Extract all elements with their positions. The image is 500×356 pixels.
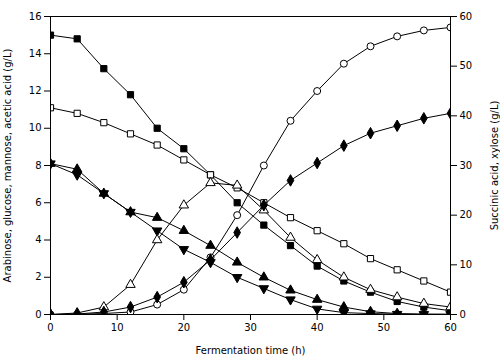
svg-text:8: 8 xyxy=(35,160,41,171)
svg-text:60: 60 xyxy=(460,11,473,22)
svg-text:Arabinose, glucose, mannose, a: Arabinose, glucose, mannose, acetic acid… xyxy=(2,49,13,283)
svg-text:12: 12 xyxy=(29,85,42,96)
svg-text:30: 30 xyxy=(460,160,473,171)
svg-text:Succinic acid, xylose (g/L): Succinic acid, xylose (g/L) xyxy=(489,101,500,231)
svg-text:60: 60 xyxy=(444,322,457,333)
svg-text:10: 10 xyxy=(460,259,473,270)
svg-text:10: 10 xyxy=(29,122,42,133)
svg-text:0: 0 xyxy=(35,309,41,320)
svg-text:0: 0 xyxy=(460,309,466,320)
svg-text:40: 40 xyxy=(311,322,324,333)
svg-text:0: 0 xyxy=(47,322,53,333)
svg-text:40: 40 xyxy=(460,110,473,121)
svg-text:30: 30 xyxy=(244,322,257,333)
svg-text:4: 4 xyxy=(35,234,41,245)
svg-text:Fermentation time (h): Fermentation time (h) xyxy=(196,345,306,356)
svg-text:10: 10 xyxy=(111,322,124,333)
svg-text:14: 14 xyxy=(29,48,42,59)
svg-text:50: 50 xyxy=(460,60,473,71)
svg-text:20: 20 xyxy=(460,209,473,220)
svg-text:6: 6 xyxy=(35,197,41,208)
svg-text:16: 16 xyxy=(29,11,42,22)
svg-text:20: 20 xyxy=(177,322,190,333)
svg-text:50: 50 xyxy=(377,322,390,333)
svg-text:2: 2 xyxy=(35,271,41,282)
